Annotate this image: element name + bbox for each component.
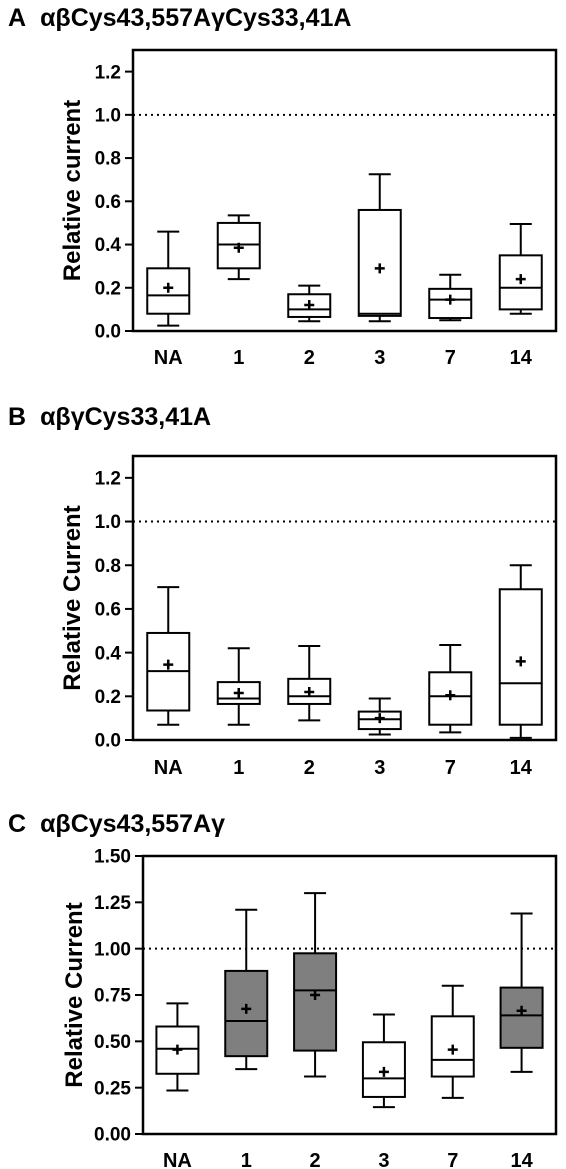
y-axis-label: Relative Current bbox=[59, 505, 86, 690]
box-3 bbox=[361, 1013, 406, 1109]
iqr-box bbox=[357, 208, 402, 317]
mean-marker bbox=[445, 294, 456, 305]
panel-b-construct: αβγCys33,41A bbox=[40, 403, 212, 431]
x-tick-label: 14 bbox=[510, 347, 533, 369]
box-14 bbox=[498, 223, 543, 315]
box-3 bbox=[357, 697, 402, 736]
iqr-box bbox=[287, 677, 332, 705]
mean-marker bbox=[374, 263, 385, 274]
box-NA bbox=[146, 586, 191, 726]
mean-marker bbox=[233, 688, 244, 699]
y-tick-label: 0.4 bbox=[95, 643, 122, 664]
box-7 bbox=[430, 984, 475, 1099]
iqr-box bbox=[499, 986, 544, 1049]
y-tick-label: 1.50 bbox=[94, 847, 131, 868]
x-tick-label: 3 bbox=[378, 1150, 389, 1169]
mean-marker bbox=[515, 656, 526, 667]
x-tick-label: 3 bbox=[374, 347, 385, 369]
box-NA bbox=[146, 230, 191, 327]
y-tick-label: 0.8 bbox=[95, 556, 121, 577]
panel-c-construct: αβCys43,557Aγ bbox=[40, 810, 225, 838]
y-tick-label: 0.4 bbox=[95, 235, 122, 256]
panel-b-chart: 0.0 0.2 0.4 0.6 0.8 1.0 1.2 Relative Current NA 1… bbox=[59, 454, 558, 779]
box-7 bbox=[428, 273, 473, 322]
y-tick-label: 0.0 bbox=[95, 731, 121, 752]
plot-frame bbox=[141, 854, 558, 1136]
mean-marker bbox=[310, 990, 321, 1000]
iqr-box bbox=[293, 952, 338, 1052]
panel-a-letter: A bbox=[8, 4, 27, 32]
x-tick-label: 7 bbox=[445, 757, 456, 779]
box-2 bbox=[293, 892, 338, 1078]
y-tick-label: 0.2 bbox=[95, 278, 121, 299]
x-tick-label: 1 bbox=[241, 1150, 252, 1169]
box-1 bbox=[216, 647, 261, 726]
y-tick-label: 0.2 bbox=[95, 687, 121, 708]
mean-marker bbox=[516, 1005, 527, 1016]
panel-c-letter: C bbox=[8, 810, 27, 838]
y-tick-label: 0.6 bbox=[95, 600, 121, 621]
y-tick-label: 1.2 bbox=[95, 62, 121, 83]
y-tick-label: 0.50 bbox=[94, 1032, 131, 1053]
y-tick-label: 1.2 bbox=[95, 468, 121, 489]
box-14 bbox=[498, 564, 543, 739]
y-tick-label: 0.8 bbox=[95, 149, 121, 170]
y-tick-label: 0.25 bbox=[94, 1078, 131, 1099]
box-NA bbox=[155, 1002, 200, 1092]
box-2 bbox=[287, 284, 332, 323]
mean-marker bbox=[241, 1003, 252, 1014]
y-tick-label: 1.0 bbox=[95, 512, 121, 533]
box-7 bbox=[428, 643, 473, 734]
panel-c-chart: 0.00 0.25 0.50 0.75 1.00 1.25 1.50 Relative Cur… bbox=[61, 847, 558, 1169]
mean-marker bbox=[172, 1044, 183, 1055]
x-tick-label: 1 bbox=[233, 757, 244, 779]
mean-marker bbox=[304, 300, 315, 311]
y-axis-label: Relative current bbox=[59, 100, 86, 281]
panel-b-letter: B bbox=[8, 403, 27, 431]
y-tick-label: 1.25 bbox=[94, 893, 131, 914]
mean-marker bbox=[233, 242, 244, 253]
mean-marker bbox=[163, 659, 174, 670]
x-tick-label: 7 bbox=[447, 1150, 458, 1169]
x-tick-label: NA bbox=[154, 347, 183, 369]
x-tick-label: 7 bbox=[445, 347, 456, 369]
mean-marker bbox=[163, 282, 174, 293]
box-3 bbox=[357, 173, 402, 323]
y-axis-label: Relative Current bbox=[61, 902, 88, 1087]
box-1 bbox=[224, 908, 269, 1071]
mean-marker bbox=[445, 690, 456, 701]
plot-frame bbox=[131, 48, 558, 333]
panel-a-construct: αβCys43,557AγCys33,41A bbox=[40, 4, 352, 32]
x-tick-label: 14 bbox=[510, 757, 533, 779]
y-tick-label: 1.00 bbox=[94, 939, 131, 960]
panel-a-chart: 0.0 0.2 0.4 0.6 0.8 1.0 1.2 Relative current NA 1… bbox=[59, 48, 558, 369]
box-1 bbox=[216, 214, 261, 281]
box-14 bbox=[499, 912, 544, 1073]
x-tick-label: 3 bbox=[374, 757, 385, 779]
x-tick-label: 2 bbox=[304, 757, 315, 779]
mean-marker bbox=[304, 686, 315, 697]
y-tick-label: 0.6 bbox=[95, 192, 121, 213]
x-tick-label: NA bbox=[163, 1150, 192, 1169]
y-tick-label: 0.75 bbox=[94, 986, 131, 1007]
y-tick-label: 0.00 bbox=[94, 1125, 131, 1146]
plot-frame bbox=[131, 454, 558, 742]
y-tick-label: 0.0 bbox=[95, 322, 121, 343]
y-tick-label: 1.0 bbox=[95, 105, 121, 126]
mean-marker bbox=[515, 274, 526, 285]
mean-marker bbox=[378, 1066, 389, 1077]
mean-marker bbox=[447, 1044, 458, 1055]
x-tick-label: 1 bbox=[233, 347, 244, 369]
x-tick-label: 14 bbox=[510, 1150, 533, 1169]
x-tick-label: 2 bbox=[310, 1150, 321, 1169]
mean-marker bbox=[374, 713, 385, 724]
box-2 bbox=[287, 645, 332, 722]
x-tick-label: NA bbox=[154, 757, 183, 779]
x-tick-label: 2 bbox=[304, 347, 315, 369]
